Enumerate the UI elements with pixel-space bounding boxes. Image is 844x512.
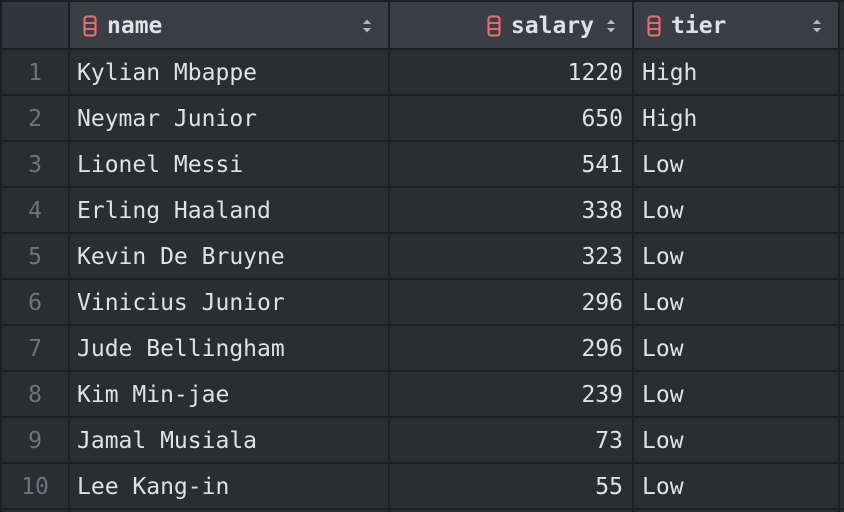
grid-line — [0, 508, 844, 510]
table-row[interactable]: 9 Jamal Musiala 73 Low — [0, 418, 844, 464]
name-cell[interactable]: Neymar Junior — [70, 96, 388, 142]
tier-cell[interactable]: Low — [634, 418, 838, 464]
row-number: 9 — [28, 428, 42, 454]
sort-icon[interactable] — [362, 18, 372, 34]
grid-line — [0, 94, 844, 96]
row-number-cell[interactable]: 6 — [2, 280, 68, 326]
row-number: 2 — [28, 106, 42, 132]
row-number: 8 — [28, 382, 42, 408]
row-number-cell[interactable]: 3 — [2, 142, 68, 188]
row-number: 1 — [28, 60, 42, 86]
table-row[interactable]: 7 Jude Bellingham 296 Low — [0, 326, 844, 372]
row-number-cell[interactable]: 7 — [2, 326, 68, 372]
grid-line — [838, 0, 840, 512]
grid-line — [388, 0, 390, 512]
grid-line — [0, 370, 844, 372]
grid-line — [0, 278, 844, 280]
salary-cell[interactable]: 296 — [390, 280, 632, 326]
tier-cell[interactable]: Low — [634, 188, 838, 234]
salary-cell[interactable]: 296 — [390, 326, 632, 372]
sort-icon[interactable] — [606, 18, 616, 34]
table-row[interactable]: 6 Vinicius Junior 296 Low — [0, 280, 844, 326]
table-column-icon — [647, 15, 661, 37]
salary-cell[interactable]: 239 — [390, 372, 632, 418]
table-row[interactable]: 10 Lee Kang-in 55 Low — [0, 464, 844, 510]
row-number-cell[interactable]: 2 — [2, 96, 68, 142]
name-cell[interactable]: Erling Haaland — [70, 188, 388, 234]
row-number-cell[interactable]: 10 — [2, 464, 68, 510]
tier-cell[interactable]: Low — [634, 372, 838, 418]
table-row[interactable]: 3 Lionel Messi 541 Low — [0, 142, 844, 188]
row-number-cell[interactable]: 8 — [2, 372, 68, 418]
salary-cell[interactable]: 650 — [390, 96, 632, 142]
salary-cell[interactable]: 338 — [390, 188, 632, 234]
tier-cell[interactable]: Low — [634, 464, 838, 510]
column-header-salary[interactable]: salary — [390, 2, 632, 50]
name-cell[interactable]: Jamal Musiala — [70, 418, 388, 464]
row-number: 10 — [21, 474, 49, 500]
table-row[interactable]: 4 Erling Haaland 338 Low — [0, 188, 844, 234]
table-column-icon — [83, 15, 97, 37]
tier-cell[interactable]: Low — [634, 326, 838, 372]
grid-line — [0, 140, 844, 142]
table-row[interactable]: 8 Kim Min-jae 239 Low — [0, 372, 844, 418]
salary-cell[interactable]: 541 — [390, 142, 632, 188]
table-row[interactable]: 1 Kylian Mbappe 1220 High — [0, 50, 844, 96]
grid-line — [0, 324, 844, 326]
name-cell[interactable]: Jude Bellingham — [70, 326, 388, 372]
salary-cell[interactable]: 73 — [390, 418, 632, 464]
tier-cell[interactable]: High — [634, 50, 838, 96]
salary-cell[interactable]: 1220 — [390, 50, 632, 96]
column-header-label: salary — [510, 13, 594, 39]
row-number: 7 — [28, 336, 42, 362]
tier-cell[interactable]: Low — [634, 142, 838, 188]
grid-line — [0, 0, 844, 2]
row-number-cell[interactable]: 1 — [2, 50, 68, 96]
table-header-row: name salary — [0, 2, 844, 50]
row-number: 4 — [28, 198, 42, 224]
salary-cell[interactable]: 323 — [390, 234, 632, 280]
column-header-tier[interactable]: tier — [634, 2, 838, 50]
table-column-icon — [487, 15, 501, 37]
grid-line — [632, 0, 634, 512]
column-header-label: name — [107, 13, 163, 39]
grid-line — [68, 0, 70, 512]
name-cell[interactable]: Lionel Messi — [70, 142, 388, 188]
name-cell[interactable]: Lee Kang-in — [70, 464, 388, 510]
row-number: 3 — [28, 152, 42, 178]
row-number: 5 — [28, 244, 42, 270]
grid-line — [0, 186, 844, 188]
sort-icon[interactable] — [812, 18, 822, 34]
row-number-cell[interactable]: 9 — [2, 418, 68, 464]
table-row[interactable]: 5 Kevin De Bruyne 323 Low — [0, 234, 844, 280]
name-cell[interactable]: Kylian Mbappe — [70, 50, 388, 96]
grid-line — [0, 48, 844, 50]
column-header-label: tier — [671, 13, 727, 39]
grid-line — [0, 416, 844, 418]
column-header-name[interactable]: name — [70, 2, 388, 50]
name-cell[interactable]: Vinicius Junior — [70, 280, 388, 326]
grid-line — [0, 0, 2, 512]
row-number-cell[interactable]: 4 — [2, 188, 68, 234]
salary-cell[interactable]: 55 — [390, 464, 632, 510]
name-cell[interactable]: Kim Min-jae — [70, 372, 388, 418]
row-number: 6 — [28, 290, 42, 316]
name-cell[interactable]: Kevin De Bruyne — [70, 234, 388, 280]
tier-cell[interactable]: Low — [634, 280, 838, 326]
table-row[interactable]: 2 Neymar Junior 650 High — [0, 96, 844, 142]
row-number-cell[interactable]: 5 — [2, 234, 68, 280]
row-number-header[interactable] — [2, 2, 68, 50]
tier-cell[interactable]: High — [634, 96, 838, 142]
grid-line — [0, 462, 844, 464]
tier-cell[interactable]: Low — [634, 234, 838, 280]
grid-line — [0, 232, 844, 234]
